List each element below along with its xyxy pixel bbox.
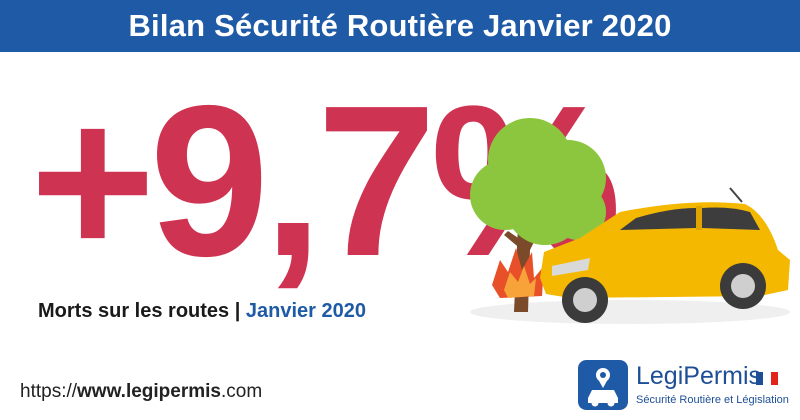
yellow-car (540, 187, 790, 323)
french-flag-icon (756, 372, 778, 385)
tree-foliage (470, 118, 606, 245)
headline-subtitle: Morts sur les routes | Janvier 2020 (38, 300, 366, 323)
car-crash-tree-illustration (470, 118, 790, 324)
page-title: Bilan Sécurité Routière Janvier 2020 (128, 8, 672, 43)
car-location-pin-icon (578, 360, 628, 410)
subtitle-month: Janvier 2020 (245, 300, 366, 322)
logo-tagline: Sécurité Routière et Législation (636, 394, 789, 406)
url-scheme: https:// (20, 381, 78, 402)
subtitle-text: Morts sur les routes | (38, 300, 246, 322)
url-host: www.legipermis (77, 381, 221, 402)
title-banner: Bilan Sécurité Routière Janvier 2020 (0, 0, 800, 52)
fire-core (504, 266, 536, 298)
ground-shadow (470, 300, 790, 324)
tree-branch (504, 231, 524, 250)
url-tld: .com (220, 381, 263, 402)
logo-name: LegiPermis (636, 362, 762, 390)
website-link[interactable]: https://www.legipermis.com (20, 381, 262, 403)
legipermis-logo[interactable]: LegiPermis Sécurité Routière et Législat… (578, 360, 789, 412)
